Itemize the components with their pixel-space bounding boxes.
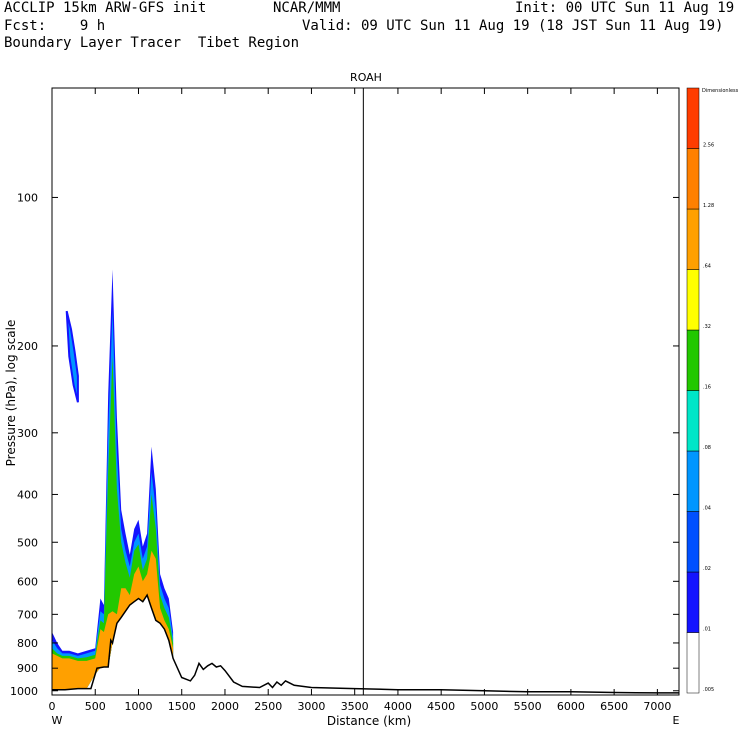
- colorbar-box-0: [686, 632, 700, 694]
- colorbar-box-6: [686, 269, 700, 331]
- y-tick-label-500: 500: [17, 536, 38, 549]
- header-line2-left: Fcst: 9 h: [4, 18, 106, 34]
- y-tick-label-1000: 1000: [10, 685, 38, 698]
- marker-label: ROAH: [350, 71, 382, 84]
- y-tick-label-700: 700: [17, 608, 38, 621]
- x-tick-label-4000: 4000: [384, 700, 412, 713]
- colorbar-box-4: [686, 390, 700, 452]
- y-tick-label-900: 900: [17, 662, 38, 675]
- y-axis-label: Pressure (hPa), log scale: [4, 320, 18, 467]
- colorbar-box-8: [686, 148, 700, 210]
- header-line1-mid: NCAR/MMM: [273, 0, 341, 16]
- colorbar-title: Dimensionless: [702, 88, 739, 94]
- colorbar-label-4: .08: [703, 445, 711, 451]
- x-tick-label-7000: 7000: [643, 700, 671, 713]
- colorbar-label-1: .01: [703, 627, 711, 633]
- colorbar-label-8: 1.28: [703, 203, 714, 209]
- x-axis-right-label: E: [673, 714, 680, 727]
- y-tick-label-100: 100: [17, 191, 38, 204]
- tracer-field-2: [52, 356, 174, 690]
- header-line1-right: Init: 00 UTC Sun 11 Aug 19: [515, 0, 735, 16]
- y-tick-label-800: 800: [17, 637, 38, 650]
- plot-border: [51, 87, 680, 696]
- colorbar-box-5: [686, 329, 700, 391]
- x-tick-label-500: 500: [85, 700, 106, 713]
- colorbar-label-5: .16: [703, 385, 711, 391]
- colorbar-label-7: .64: [703, 264, 711, 270]
- x-tick-label-4500: 4500: [427, 700, 455, 713]
- colorbar-label-2: .02: [703, 566, 711, 572]
- upper-plume: [65, 310, 79, 403]
- colorbar-label-0: .005: [703, 687, 714, 693]
- x-axis-left-label: W: [52, 714, 63, 727]
- colorbar: .005 .01 .02 .04 .08 .16 .32 .64 1.28 2.56 Dimensi…: [686, 87, 739, 694]
- y-tick-label-400: 400: [17, 488, 38, 501]
- tracer-fields: [52, 269, 174, 690]
- terrain-line: [52, 593, 679, 694]
- x-tick-label-1500: 1500: [168, 700, 196, 713]
- colorbar-label-9: 2.56: [703, 143, 714, 149]
- terrain-profile: [52, 593, 679, 694]
- x-tick-label-3000: 3000: [297, 700, 325, 713]
- colorbar-box-9: [686, 87, 700, 149]
- x-tick-label-1000: 1000: [124, 700, 152, 713]
- colorbar-box-1: [686, 571, 700, 633]
- x-tick-label-5000: 5000: [470, 700, 498, 713]
- header-line1-left: ACCLIP 15km ARW-GFS init: [4, 0, 207, 16]
- y-tick-label-200: 200: [17, 340, 38, 353]
- x-tick-label-6000: 6000: [557, 700, 585, 713]
- axis-ticks: 0 500 1000 1500 2000 2500 3000 3500 4000 4500 5000…: [10, 88, 679, 713]
- x-tick-label-6500: 6500: [600, 700, 628, 713]
- colorbar-box-7: [686, 208, 700, 270]
- x-tick-label-3500: 3500: [341, 700, 369, 713]
- colorbar-box-3: [686, 450, 700, 512]
- plot-frame: [51, 87, 680, 696]
- colorbar-label-3: .04: [703, 506, 711, 512]
- colorbar-box-2: [686, 511, 700, 573]
- header-line3: Boundary Layer Tracer Tibet Region: [4, 35, 300, 51]
- x-tick-label-5500: 5500: [514, 700, 542, 713]
- x-tick-label-2000: 2000: [211, 700, 239, 713]
- tracer-field-3: [52, 550, 174, 690]
- y-tick-label-600: 600: [17, 575, 38, 588]
- x-axis-label: Distance (km): [327, 714, 411, 728]
- colorbar-label-6: .32: [703, 324, 711, 330]
- x-tick-label-0: 0: [49, 700, 56, 713]
- y-tick-label-300: 300: [17, 427, 38, 440]
- header-line2-right: Valid: 09 UTC Sun 11 Aug 19 (18 JST Sun …: [302, 18, 724, 34]
- x-tick-label-2500: 2500: [254, 700, 282, 713]
